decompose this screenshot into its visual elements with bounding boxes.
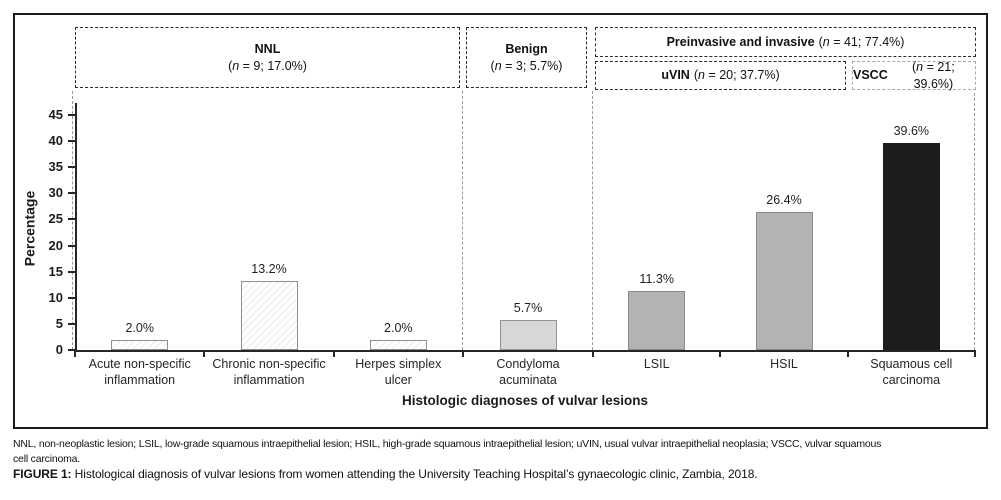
bar-value-label: 13.2% — [251, 262, 287, 277]
y-tick-label: 0 — [55, 342, 63, 357]
figure-footnote: NNL, non-neoplastic lesion; LSIL, low-gr… — [13, 437, 993, 466]
y-tick-label: 35 — [48, 159, 63, 175]
group-header-vscc: VSCC (n = 21; 39.6%) — [852, 59, 976, 91]
caption-label: FIGURE 1: — [13, 467, 72, 481]
y-tick-label: 45 — [48, 107, 63, 122]
y-tick — [68, 166, 75, 169]
group-divider — [462, 91, 463, 350]
group-name: Preinvasive and invasive — [666, 34, 815, 49]
category-label: Chronic non-specific inflammation — [212, 357, 326, 387]
category-label: LSIL — [643, 357, 670, 371]
group-name: Benign — [505, 41, 548, 56]
caption-text: Histological diagnosis of vulvar lesions… — [71, 467, 758, 481]
y-tick — [68, 244, 75, 247]
x-tick — [846, 350, 849, 357]
x-tick — [332, 350, 335, 357]
group-name: NNL — [254, 41, 281, 56]
bar-7 — [882, 143, 940, 350]
category-label: Acute non-specific inflammation — [88, 357, 191, 387]
y-tick-label: 30 — [48, 185, 63, 201]
bar-value-label: 39.6% — [893, 124, 930, 139]
y-tick-label: 5 — [55, 315, 63, 331]
bar-4 — [499, 320, 557, 350]
group-header-benign: Benign (n = 3; 5.7%) — [466, 27, 587, 88]
y-tick-label: 40 — [48, 133, 63, 149]
group-divider — [592, 91, 593, 350]
footnote-line: NNL, non-neoplastic lesion; LSIL, low-gr… — [13, 438, 882, 450]
x-tick — [74, 350, 76, 357]
y-tick-label: 10 — [48, 289, 63, 305]
y-tick-label: 25 — [48, 211, 63, 227]
category-label: HSIL — [770, 357, 798, 371]
bar-3 — [369, 339, 427, 350]
bar-value-label: 11.3% — [639, 271, 674, 286]
group-stat: (n = 41; 77.4%) — [818, 34, 905, 49]
y-tick-label: 15 — [48, 263, 63, 279]
bar-2 — [240, 281, 298, 350]
y-tick — [68, 114, 75, 116]
group-divider — [72, 91, 73, 350]
y-tick — [68, 140, 75, 143]
group-name: VSCC — [853, 68, 888, 82]
y-tick — [68, 192, 75, 195]
y-tick — [68, 296, 75, 299]
y-tick — [68, 218, 75, 221]
group-header-uvin: uVIN (n = 20; 37.7%) — [595, 61, 846, 90]
footnote-line: cell carcinoma. — [13, 452, 81, 465]
group-stat: (n = 3; 5.7%) — [490, 58, 563, 73]
x-axis-line — [75, 350, 975, 352]
group-stat: (n = 21; 39.6%) — [911, 59, 955, 91]
category-label: Squamous cell carcinoma — [870, 357, 953, 387]
y-axis-line — [75, 103, 77, 352]
category-label: Herpes simplex ulcer — [355, 357, 442, 387]
x-tick — [203, 350, 206, 357]
group-stat: (n = 9; 17.0%) — [228, 58, 307, 73]
y-tick-label: 20 — [48, 237, 63, 253]
bar-5 — [628, 290, 686, 350]
bar-value-label: 5.7% — [513, 301, 543, 316]
group-header-nnl: NNL (n = 9; 17.0%) — [75, 27, 460, 88]
x-tick — [974, 350, 976, 357]
figure-border: NNL (n = 9; 17.0%) Benign (n = 3; 5.7%) … — [13, 13, 988, 429]
x-tick — [462, 350, 464, 357]
x-tick — [719, 350, 722, 357]
y-tick — [68, 349, 75, 351]
bar-value-label: 2.0% — [125, 320, 154, 335]
group-name: uVIN — [661, 68, 690, 82]
bar-6 — [755, 212, 813, 350]
bar-value-label: 2.0% — [384, 320, 413, 335]
bar-1 — [111, 339, 169, 350]
y-tick — [68, 270, 75, 273]
group-divider — [974, 93, 975, 350]
group-header-preinvasive-invasive: Preinvasive and invasive (n = 41; 77.4%) — [595, 27, 976, 57]
group-stat: (n = 20; 37.7%) — [693, 68, 780, 82]
x-axis-title: Histologic diagnoses of vulvar lesions — [401, 393, 649, 408]
y-tick — [68, 322, 75, 325]
category-label: Condyloma acuminata — [496, 357, 560, 387]
x-tick — [592, 350, 594, 357]
bar-value-label: 26.4% — [766, 193, 802, 208]
figure-caption: FIGURE 1: Histological diagnosis of vulv… — [13, 467, 993, 481]
